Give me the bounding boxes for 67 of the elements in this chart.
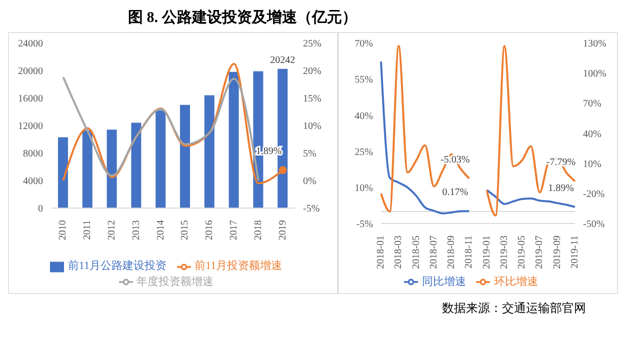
y2-tick-label: 100% <box>583 68 606 80</box>
legend-label: 前11月公路建设投资 <box>68 260 166 272</box>
y2-tick-label: 70% <box>583 98 602 110</box>
y2-tick-label: -20% <box>583 188 605 200</box>
x-tick-label: 2019-05 <box>516 236 528 269</box>
x-tick-label: 2015 <box>180 220 191 240</box>
x-tick-label: 2018 <box>252 220 264 240</box>
x-tick-label: 2019 <box>277 220 288 240</box>
y-tick-label: 20000 <box>18 66 43 78</box>
legend-label: 同比增速 <box>422 276 466 288</box>
y-tick-label: 8000 <box>23 148 43 160</box>
x-tick-label: 2014 <box>155 220 166 240</box>
y-tick-label: 4000 <box>23 176 43 188</box>
y2-tick-label: 0% <box>303 176 316 188</box>
y2-tick-label: 130% <box>583 38 606 50</box>
x-tick-label: 2019-09 <box>552 236 563 269</box>
x-tick-label: 2019-03 <box>498 236 510 269</box>
y2-tick-label: 40% <box>583 128 602 140</box>
x-tick-label: 2016 <box>204 220 216 240</box>
legend-label: 环比增速 <box>494 276 538 288</box>
bar <box>131 122 142 208</box>
legend-label: 年度投资额增速 <box>136 276 214 288</box>
bar <box>180 104 190 208</box>
y-tick-label: 24000 <box>18 38 43 50</box>
data-label: 0.17% <box>442 187 468 198</box>
bar <box>204 95 214 208</box>
y2-tick-label: 25% <box>303 38 322 50</box>
bar <box>156 110 166 208</box>
y2-tick-label: 5% <box>303 148 316 160</box>
x-tick-label: 2019-01 <box>481 236 492 269</box>
y-tick-label: 55% <box>354 74 373 86</box>
bar <box>82 130 92 208</box>
y2-tick-label: 10% <box>303 121 322 132</box>
x-tick-label: 2017 <box>228 220 240 240</box>
y-tick-label: -5% <box>356 219 373 230</box>
x-tick-label: 2019-11 <box>570 236 580 268</box>
y-tick-label: 12000 <box>18 121 43 132</box>
x-tick-label: 2018-11 <box>464 236 475 268</box>
x-tick-label: 2018-07 <box>428 236 440 269</box>
x-tick-label: 2018-01 <box>376 236 386 269</box>
y-tick-label: 0 <box>38 204 43 215</box>
x-tick-label: 2018-09 <box>446 236 458 269</box>
bar <box>106 130 117 208</box>
x-tick-label: 2018-05 <box>410 236 422 269</box>
y2-tick-label: 10% <box>583 158 602 170</box>
x-tick-label: 2011 <box>82 220 94 240</box>
y2-tick-label: 20% <box>303 66 322 78</box>
data-label: 20242 <box>270 54 296 66</box>
y2-tick-label: 15% <box>303 94 322 105</box>
y-tick-label: 40% <box>354 110 373 122</box>
x-tick-label: 2012 <box>106 220 118 240</box>
y-tick-label: 25% <box>354 146 373 158</box>
source-note: 数据来源：交通运输部官网 <box>442 301 586 315</box>
y-tick-label: 70% <box>354 38 373 50</box>
chart-title: 图 8. 公路建设投资及增速（亿元） <box>128 10 357 26</box>
y2-tick-label: -50% <box>583 219 605 230</box>
bar <box>228 72 239 208</box>
x-tick-label: 2019-07 <box>534 236 546 269</box>
y2-tick-label: -5% <box>303 204 320 215</box>
y-tick-label: 10% <box>354 182 373 194</box>
x-tick-label: 2018-03 <box>393 236 404 269</box>
data-label: 1.89% <box>548 182 574 194</box>
legend-label: 前11月投资额增速 <box>194 260 282 272</box>
bar <box>58 137 68 208</box>
y-tick-label: 16000 <box>18 94 43 105</box>
x-tick-label: 2010 <box>58 220 69 240</box>
x-tick-label: 2013 <box>130 220 142 240</box>
